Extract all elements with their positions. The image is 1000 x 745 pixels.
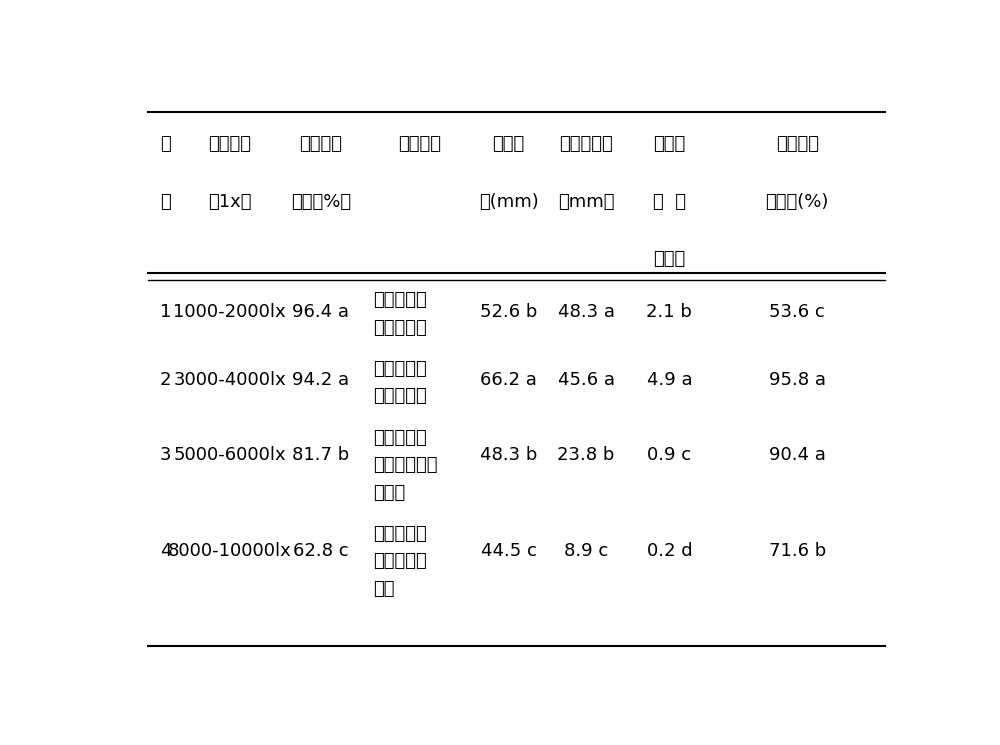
Text: 株高增加值: 株高增加值 [559, 136, 613, 153]
Text: 细、叶平展: 细、叶平展 [373, 319, 427, 337]
Text: 粗、有卷叶: 粗、有卷叶 [373, 552, 427, 570]
Text: 44.5 c: 44.5 c [481, 542, 537, 560]
Text: （个）: （个） [653, 250, 686, 268]
Text: 8000-10000lx: 8000-10000lx [168, 542, 292, 560]
Text: 活率（%）: 活率（%） [291, 193, 351, 211]
Text: 加  数: 加 数 [653, 193, 686, 211]
Text: 3: 3 [160, 446, 171, 464]
Text: 1: 1 [160, 302, 171, 320]
Text: 52.6 b: 52.6 b [480, 302, 537, 320]
Text: 71.6 b: 71.6 b [769, 542, 826, 560]
Text: 长(mm): 长(mm) [479, 193, 538, 211]
Text: 处: 处 [160, 136, 171, 153]
Text: 粗、有卷叶、: 粗、有卷叶、 [373, 456, 438, 474]
Text: 3000-4000lx: 3000-4000lx [173, 372, 286, 390]
Text: 23.8 b: 23.8 b [557, 446, 615, 464]
Text: 1000-2000lx: 1000-2000lx [173, 302, 286, 320]
Text: （mm）: （mm） [558, 193, 614, 211]
Text: 48.3 a: 48.3 a [558, 302, 615, 320]
Text: 2: 2 [160, 372, 171, 390]
Text: 96.4 a: 96.4 a [292, 302, 349, 320]
Text: 光照强度: 光照强度 [208, 136, 251, 153]
Text: 4.9 a: 4.9 a [647, 372, 692, 390]
Text: 94.2 a: 94.2 a [292, 372, 349, 390]
Text: 0.9 c: 0.9 c [647, 446, 692, 464]
Text: 苗黄绿、较: 苗黄绿、较 [373, 428, 427, 446]
Text: 苗娩绿、较: 苗娩绿、较 [373, 291, 427, 309]
Text: 理: 理 [160, 193, 171, 211]
Text: 5000-6000lx: 5000-6000lx [173, 446, 286, 464]
Text: 0.2 d: 0.2 d [647, 542, 692, 560]
Text: 平均根: 平均根 [492, 136, 525, 153]
Text: 生长情况: 生长情况 [398, 136, 441, 153]
Text: （1x）: （1x） [208, 193, 251, 211]
Text: 90.4 a: 90.4 a [769, 446, 826, 464]
Text: 53.6 c: 53.6 c [769, 302, 825, 320]
Text: 成活率(%): 成活率(%) [766, 193, 829, 211]
Text: 95.8 a: 95.8 a [769, 372, 826, 390]
Text: 叶片增: 叶片增 [653, 136, 686, 153]
Text: 48.3 b: 48.3 b [480, 446, 537, 464]
Text: 试管苗成: 试管苗成 [299, 136, 342, 153]
Text: 枯心: 枯心 [373, 580, 394, 597]
Text: 62.8 c: 62.8 c [293, 542, 349, 560]
Text: 4: 4 [160, 542, 171, 560]
Text: 粗、叶平展: 粗、叶平展 [373, 387, 427, 405]
Text: 66.2 a: 66.2 a [480, 372, 537, 390]
Text: 苗浓绿、较: 苗浓绿、较 [373, 360, 427, 378]
Text: 大田移栽: 大田移栽 [776, 136, 819, 153]
Text: 45.6 a: 45.6 a [558, 372, 615, 390]
Text: 8.9 c: 8.9 c [564, 542, 608, 560]
Text: 81.7 b: 81.7 b [292, 446, 349, 464]
Text: 2.1 b: 2.1 b [646, 302, 692, 320]
Text: 有分枝: 有分枝 [373, 484, 405, 501]
Text: 苗黄化、较: 苗黄化、较 [373, 524, 427, 543]
